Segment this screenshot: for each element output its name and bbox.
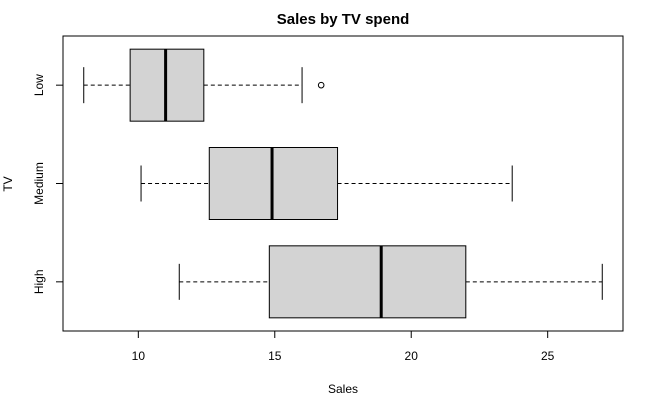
outlier bbox=[317, 81, 325, 89]
x-tick-label: 20 bbox=[405, 349, 419, 363]
y-axis-label: TV bbox=[1, 176, 15, 191]
x-tick-label: 15 bbox=[268, 349, 282, 363]
y-tick-label: Low bbox=[32, 74, 46, 96]
chart-title: Sales by TV spend bbox=[277, 11, 410, 28]
box bbox=[268, 245, 467, 319]
x-axis-label: Sales bbox=[328, 382, 358, 396]
x-tick-label: 25 bbox=[541, 349, 555, 363]
x-tick-label: 10 bbox=[132, 349, 146, 363]
y-tick-label: High bbox=[32, 269, 46, 294]
y-tick-label: Medium bbox=[32, 162, 46, 205]
